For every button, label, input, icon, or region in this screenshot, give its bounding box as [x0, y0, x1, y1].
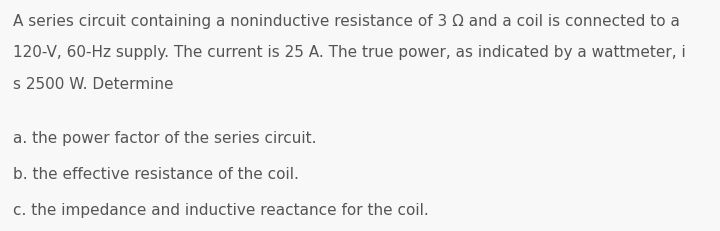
- Text: b. the effective resistance of the coil.: b. the effective resistance of the coil.: [13, 166, 299, 181]
- Text: a. the power factor of the series circuit.: a. the power factor of the series circui…: [13, 131, 317, 146]
- Text: s 2500 W. Determine: s 2500 W. Determine: [13, 76, 174, 91]
- Text: c. the impedance and inductive reactance for the coil.: c. the impedance and inductive reactance…: [13, 202, 428, 217]
- Text: 120-V, 60-Hz supply. The current is 25 A. The true power, as indicated by a watt: 120-V, 60-Hz supply. The current is 25 A…: [13, 45, 685, 60]
- Text: A series circuit containing a noninductive resistance of 3 Ω and a coil is conne: A series circuit containing a noninducti…: [13, 14, 680, 29]
